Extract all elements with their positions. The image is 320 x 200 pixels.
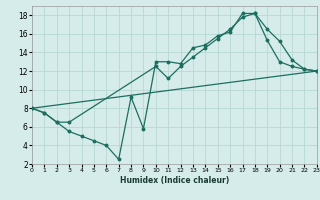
X-axis label: Humidex (Indice chaleur): Humidex (Indice chaleur) [120, 176, 229, 185]
